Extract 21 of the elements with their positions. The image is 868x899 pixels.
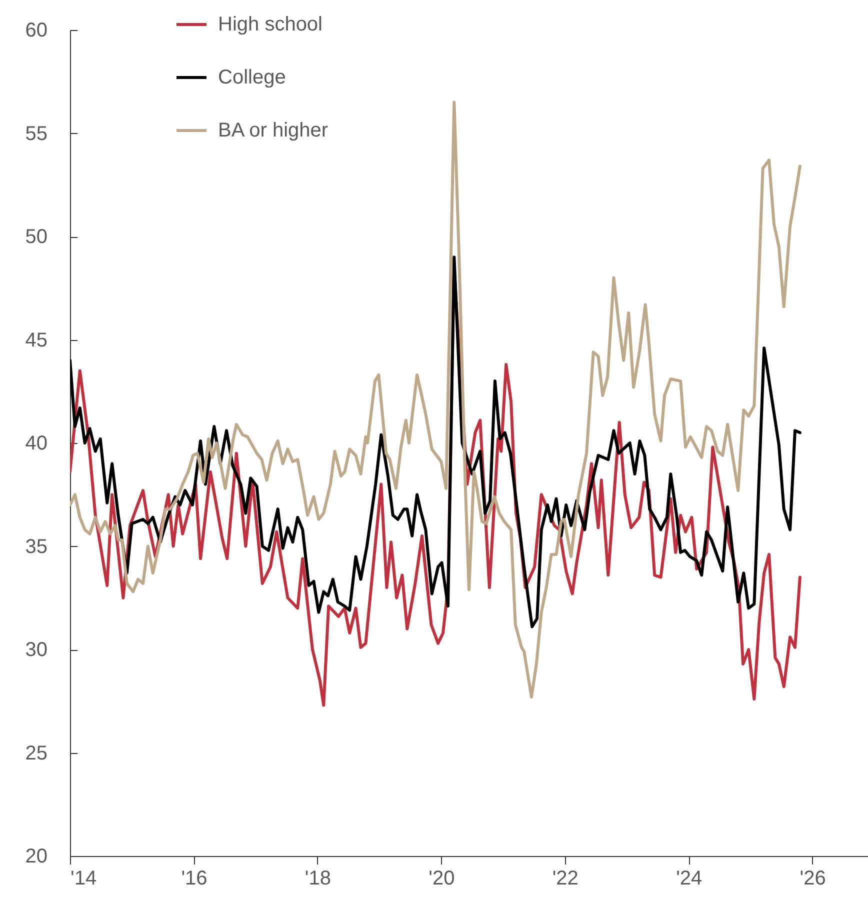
y-tick-label: 30	[25, 639, 48, 661]
y-tick-label: 50	[25, 226, 48, 248]
x-tick-label: '14	[70, 868, 97, 890]
y-tick-label: 45	[25, 329, 48, 352]
legend-label: BA or higher	[218, 120, 328, 142]
line-series	[70, 100, 802, 698]
x-tick-label: '26	[800, 868, 826, 890]
x-tick-label: '24	[676, 868, 702, 890]
legend-label: College	[218, 66, 286, 88]
y-tick-label: 25	[25, 742, 48, 764]
y-tick-label: 35	[25, 536, 48, 558]
y-tick-label: 60	[25, 20, 48, 42]
x-tick-label: '16	[181, 868, 208, 890]
y-tick-label: 20	[25, 846, 48, 868]
x-tick-label: '18	[304, 868, 331, 890]
x-tick-label: '22	[552, 868, 578, 890]
legend-label: High school	[218, 14, 323, 36]
y-tick-label: 40	[25, 432, 48, 454]
line-series	[70, 256, 802, 628]
x-tick-label: '20	[428, 868, 455, 890]
y-tick-label: 55	[25, 122, 48, 145]
